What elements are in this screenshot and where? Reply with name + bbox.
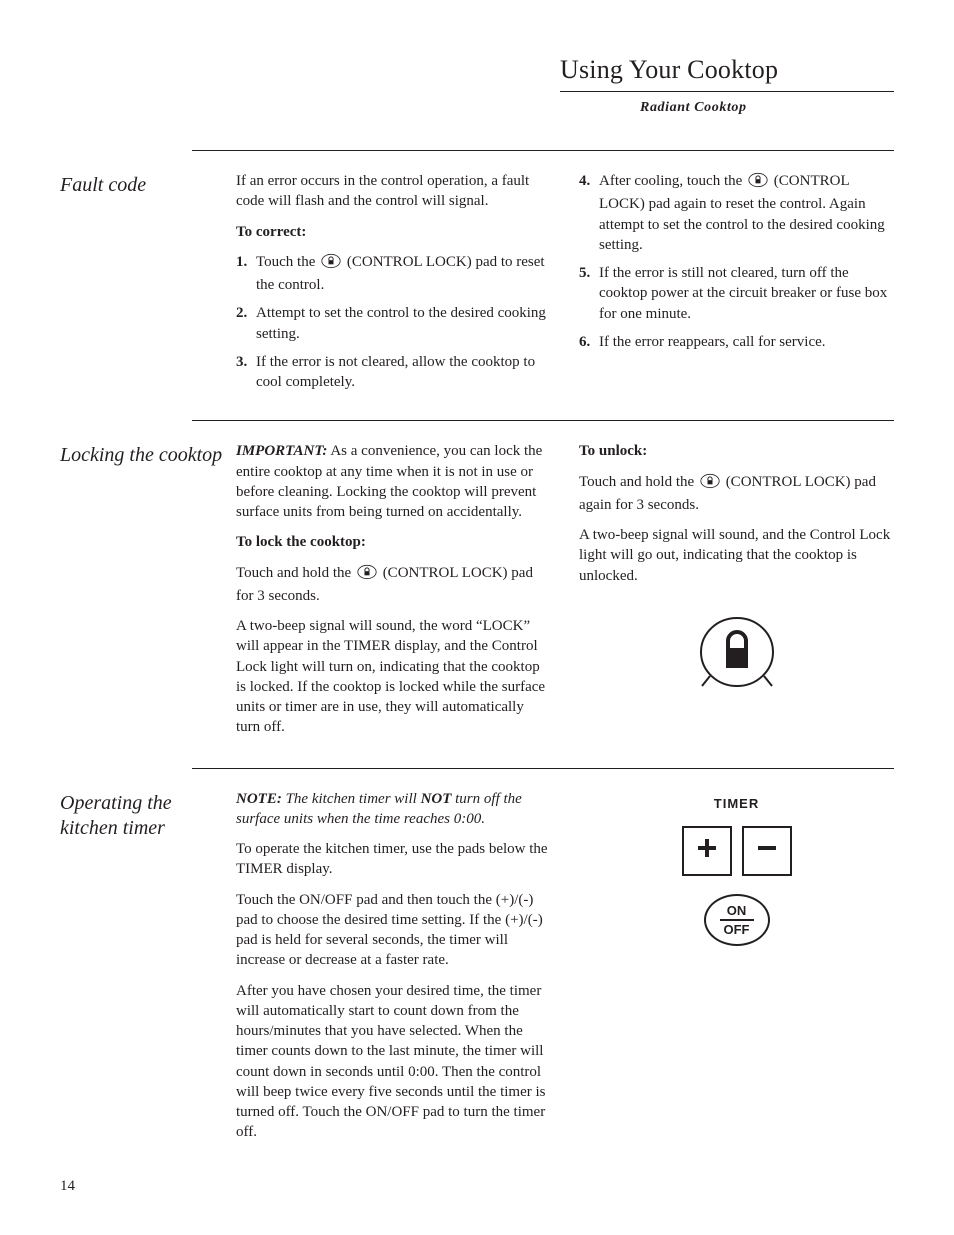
page-subtitle: Radiant Cooktop — [640, 100, 894, 116]
lock-instruction: Touch and hold the (CONTROL LOCK) pad fo… — [236, 563, 551, 607]
fault-step: 4. After cooling, touch the (CONTROL LOC… — [579, 171, 894, 255]
timer-right-column: TIMER ON — [579, 789, 894, 1153]
step-text: If the error is still not cleared, turn … — [599, 263, 894, 324]
step-text: If the error reappears, call for service… — [599, 332, 894, 352]
minus-button — [742, 826, 792, 876]
minus-icon — [755, 836, 779, 866]
fault-step: 2. Attempt to set the control to the des… — [236, 303, 551, 344]
timer-p1: To operate the kitchen timer, use the pa… — [236, 839, 551, 880]
section-label: Locking the cooktop — [60, 441, 236, 747]
fault-left-column: If an error occurs in the control operat… — [236, 171, 551, 400]
plus-minus-row — [682, 826, 792, 876]
fault-step: 3. If the error is not cleared, allow th… — [236, 352, 551, 393]
note-label: NOTE: — [236, 791, 282, 807]
on-label: ON — [727, 904, 747, 917]
to-correct-label: To correct: — [236, 222, 551, 242]
page-title: Using Your Cooktop — [560, 55, 894, 85]
to-unlock-label: To unlock: — [579, 441, 894, 461]
fault-right-column: 4. After cooling, touch the (CONTROL LOC… — [579, 171, 894, 400]
page: Using Your Cooktop Radiant Cooktop Fault… — [0, 0, 954, 1235]
control-lock-icon — [357, 564, 377, 586]
control-lock-icon — [321, 253, 341, 275]
important-label: IMPORTANT: — [236, 443, 327, 459]
timer-p3: After you have chosen your desired time,… — [236, 981, 551, 1143]
step-number: 2. — [236, 303, 256, 344]
important-paragraph: IMPORTANT: As a convenience, you can loc… — [236, 441, 551, 522]
fault-intro: If an error occurs in the control operat… — [236, 171, 551, 212]
control-lock-large-icon — [579, 614, 894, 690]
section-timer: Operating the kitchen timer NOTE: The ki… — [60, 769, 894, 1173]
section-label: Operating the kitchen timer — [60, 789, 236, 1153]
control-lock-icon — [748, 172, 768, 194]
step-text: If the error is not cleared, allow the c… — [256, 352, 551, 393]
section-fault-code: Fault code If an error occurs in the con… — [60, 151, 894, 420]
lock-left-column: IMPORTANT: As a convenience, you can loc… — [236, 441, 551, 747]
note-not: NOT — [421, 791, 452, 807]
step-number: 3. — [236, 352, 256, 393]
unlock-instruction: Touch and hold the (CONTROL LOCK) pad ag… — [579, 472, 894, 516]
page-number: 14 — [60, 1178, 75, 1195]
timer-note: NOTE: The kitchen timer will NOT turn of… — [236, 789, 551, 830]
section-label: Fault code — [60, 171, 236, 400]
timer-p2: Touch the ON/OFF pad and then touch the … — [236, 890, 551, 971]
fault-step: 5. If the error is still not cleared, tu… — [579, 263, 894, 324]
on-off-button: ON OFF — [704, 894, 770, 946]
timer-label: TIMER — [714, 795, 759, 813]
section-locking: Locking the cooktop IMPORTANT: As a conv… — [60, 421, 894, 767]
timer-diagram: TIMER ON — [579, 795, 894, 947]
step-text: After cooling, touch the (CONTROL LOCK) … — [599, 171, 894, 255]
step-number: 1. — [236, 252, 256, 296]
step-number: 6. — [579, 332, 599, 352]
step-number: 4. — [579, 171, 599, 255]
step-text: Attempt to set the control to the desire… — [256, 303, 551, 344]
on-off-separator — [720, 919, 754, 921]
unlock-result: A two-beep signal will sound, and the Co… — [579, 525, 894, 586]
header-rule — [560, 91, 894, 92]
lock-right-column: To unlock: Touch and hold the (CONTROL L… — [579, 441, 894, 747]
timer-left-column: NOTE: The kitchen timer will NOT turn of… — [236, 789, 551, 1153]
control-lock-icon — [700, 473, 720, 495]
fault-step: 1. Touch the (CONTROL LOCK) pad to reset… — [236, 252, 551, 296]
page-header: Using Your Cooktop Radiant Cooktop — [560, 55, 894, 116]
plus-icon — [695, 836, 719, 866]
off-label: OFF — [724, 923, 750, 936]
to-lock-label: To lock the cooktop: — [236, 532, 551, 552]
lock-result: A two-beep signal will sound, the word “… — [236, 616, 551, 738]
step-number: 5. — [579, 263, 599, 324]
fault-step: 6. If the error reappears, call for serv… — [579, 332, 894, 352]
step-text: Touch the (CONTROL LOCK) pad to reset th… — [256, 252, 551, 296]
plus-button — [682, 826, 732, 876]
